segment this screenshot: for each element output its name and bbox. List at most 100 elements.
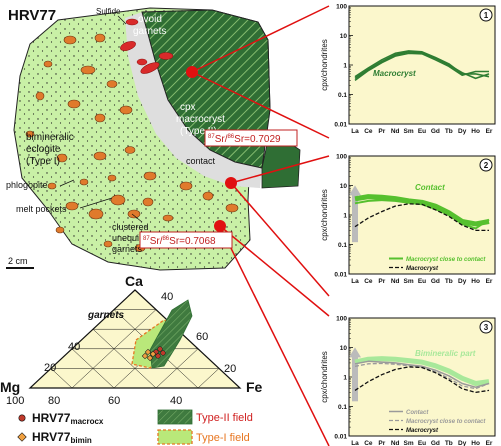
y-tick-label: 10 — [340, 345, 348, 352]
panel-number-badge — [479, 158, 493, 172]
legend-label: Macrocryst — [406, 428, 439, 434]
y-axis-label: cpx/chondrites — [320, 39, 329, 91]
series-line — [354, 194, 490, 227]
series-annotation: Contact — [415, 183, 445, 192]
y-tick-label: 100 — [336, 154, 347, 161]
label-ovoid-2: garnets — [133, 26, 166, 37]
x-tick-label: Dy — [458, 440, 467, 446]
x-tick-label: Nd — [391, 278, 400, 285]
apex-ca: Ca — [125, 273, 143, 289]
label-cpx-3: (Type II) — [180, 126, 217, 137]
y-tick-label: 1 — [343, 63, 347, 70]
series-line — [354, 356, 490, 386]
x-tick-label: Tb — [445, 440, 453, 446]
tick-right-20: 20 — [224, 363, 236, 375]
connector-lines — [191, 5, 330, 446]
y-tick-label: 10 — [340, 183, 348, 190]
panel-number: 2 — [484, 161, 489, 170]
bimineralic-garnets — [25, 33, 239, 252]
ternary-diagram: garnets Ca Mg Fe 20 40 40 60 20 100 80 6… — [0, 273, 263, 407]
panel-number: 1 — [484, 11, 489, 20]
panel-number-badge — [479, 8, 493, 22]
series-line — [354, 360, 490, 388]
label-bimin-2: eclogite — [26, 144, 61, 155]
y-axis-label: cpx/chondrites — [320, 351, 329, 403]
x-tick-label: Sm — [404, 128, 414, 135]
y-tick-label: 1 — [343, 213, 347, 220]
tick-left-40: 40 — [68, 341, 80, 353]
svg-text:Type-II field: Type-II field — [196, 412, 253, 424]
ovoid-garnets — [120, 18, 174, 74]
x-tick-label: Gd — [431, 278, 440, 285]
tick-right-60: 60 — [196, 331, 208, 343]
legend-label: Macrocryst close to contact — [406, 419, 486, 425]
x-tick-label: Ho — [471, 440, 480, 446]
ternary-field-label: garnets — [87, 310, 125, 321]
ternary-points-bimin — [141, 348, 157, 362]
x-tick-label: Dy — [458, 128, 467, 135]
svg-text:87Sr/86Sr=0.7068: 87Sr/86Sr=0.7068 — [143, 236, 216, 247]
tick-left-20: 20 — [44, 362, 56, 374]
ree-charts: 100 10 1 0.1 0.01 La Ce Pr Nd Sm Eu Gd Tb Dy Ho Er cpx/c… — [320, 4, 496, 446]
ternary-legend: HRV77macrocx HRV77bimin Type-II field Ty… — [17, 409, 253, 445]
tick-bottom-40: 40 — [170, 395, 182, 407]
x-tick-label: Tb — [445, 278, 453, 285]
range-arrow-shaft — [352, 356, 358, 402]
range-arrow-head — [349, 347, 361, 358]
range-arrow-head — [349, 185, 361, 196]
x-tick-label: Nd — [391, 440, 400, 446]
y-tick-label: 0.01 — [334, 434, 347, 441]
x-tick-label: Ce — [364, 440, 373, 446]
y-tick-label: 1 — [343, 375, 347, 382]
x-tick-label: Ho — [471, 278, 480, 285]
x-tick-label: La — [351, 278, 359, 285]
x-tick-label: Eu — [418, 440, 426, 446]
apex-fe: Fe — [246, 379, 263, 395]
y-tick-label: 10 — [340, 33, 348, 40]
y-axis-label: cpx/chondrites — [320, 189, 329, 241]
series-annotation: Bimineralic part — [415, 349, 476, 358]
tick-right-40: 40 — [161, 291, 173, 303]
label-cpx-2: macrocryst — [176, 114, 225, 125]
ree-chart-2: 100 10 1 0.1 0.01 La Ce Pr Nd Sm Eu Gd Tb Dy Ho Er cpx/c… — [320, 154, 496, 285]
x-tick-label: Ce — [364, 128, 373, 135]
x-tick-label: La — [351, 440, 359, 446]
y-tick-label: 0.1 — [338, 92, 347, 99]
label-bimin-1: bimineralic — [26, 132, 74, 143]
x-tick-label: Dy — [458, 278, 467, 285]
sr-label-bimineralic: 87Sr/86Sr=0.7068 — [139, 231, 233, 249]
panel-number-badge — [479, 320, 493, 334]
label-clustered-1: clustered — [112, 222, 149, 232]
series-annotation: Macrocryst — [373, 69, 416, 78]
y-tick-label: 0.01 — [334, 272, 347, 279]
ree-chart-1: 100 10 1 0.1 0.01 La Ce Pr Nd Sm Eu Gd Tb Dy Ho Er cpx/c… — [320, 4, 496, 135]
label-bimin-3: (Type I) — [26, 156, 60, 167]
x-tick-label: Pr — [378, 440, 385, 446]
range-arrow-shaft — [352, 194, 358, 243]
svg-text:HRV77bimin: HRV77bimin — [32, 430, 92, 445]
legend-label: Contact — [406, 410, 429, 416]
label-cpx-1: cpx — [180, 102, 196, 113]
label-contact: contact — [186, 156, 216, 166]
x-tick-label: La — [351, 128, 359, 135]
x-tick-label: Nd — [391, 128, 400, 135]
apex-mg: Mg — [0, 379, 20, 395]
x-tick-label: Er — [486, 128, 493, 135]
legend-label: Macrocryst close to contact — [406, 257, 486, 263]
x-tick-label: Ce — [364, 278, 373, 285]
series-line — [354, 366, 490, 394]
sample-title: HRV77 — [8, 7, 56, 24]
label-melt-pockets: melt pockets — [16, 204, 67, 214]
svg-text:HRV77macrocx: HRV77macrocx — [32, 411, 104, 426]
x-tick-label: Pr — [378, 128, 385, 135]
series-line — [354, 52, 489, 82]
svg-text:Type-I field: Type-I field — [196, 432, 250, 444]
tick-bottom-80: 80 — [48, 395, 60, 407]
series-line — [354, 203, 489, 232]
x-tick-label: Sm — [404, 278, 414, 285]
tick-bottom-60: 60 — [108, 395, 120, 407]
x-tick-label: Er — [486, 278, 493, 285]
x-tick-label: Ho — [471, 128, 480, 135]
label-clustered-3: garnets — [112, 244, 143, 254]
